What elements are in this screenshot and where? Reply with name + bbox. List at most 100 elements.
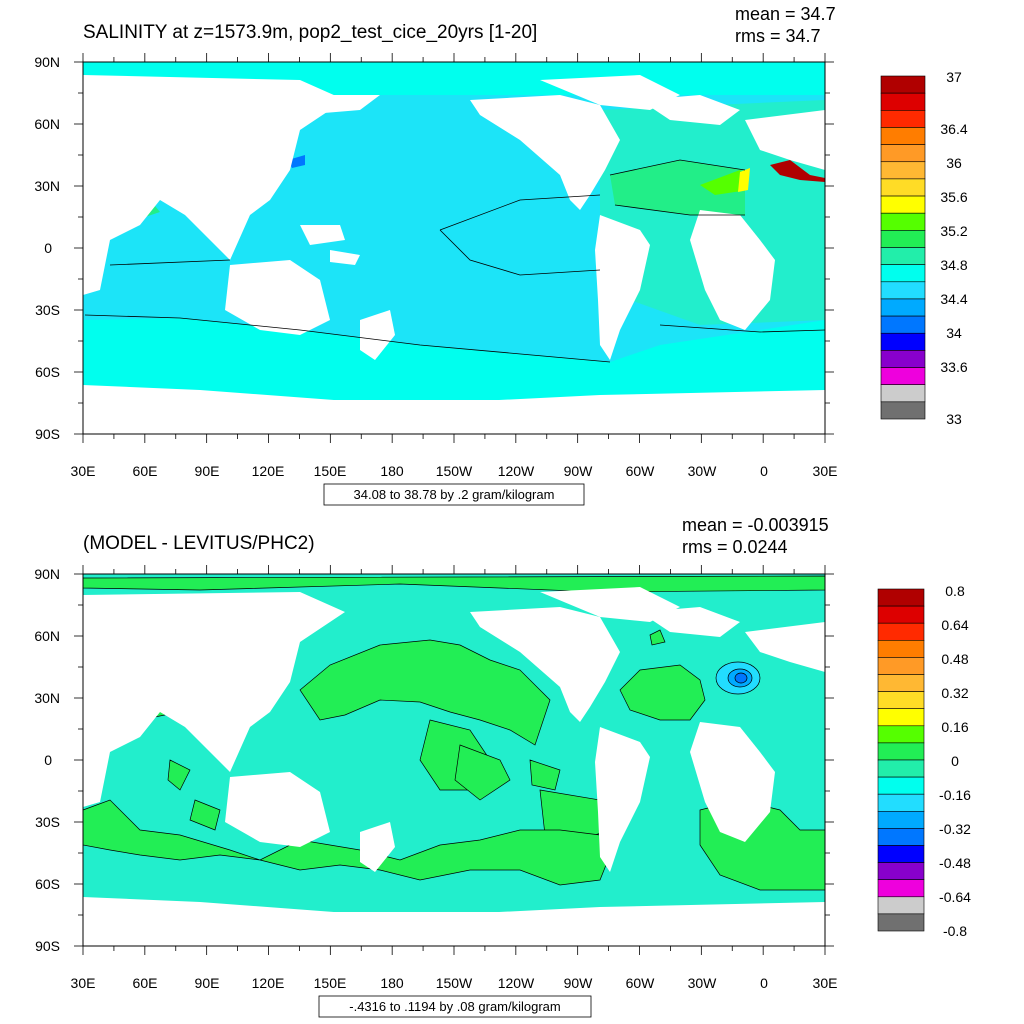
bottom-negative-anomaly <box>715 661 761 695</box>
colorbar-swatch <box>877 674 925 692</box>
top-lon-label: 150W <box>436 463 473 479</box>
top-lon-label: 180 <box>380 463 404 479</box>
top-colorbar-label: 34.8 <box>940 257 967 273</box>
top-lat-label: 60S <box>35 364 60 380</box>
colorbar-swatch <box>880 247 926 265</box>
top-colorbar-label: 37 <box>946 69 962 85</box>
top-map <box>82 61 826 435</box>
top-lat-label: 0 <box>44 240 52 256</box>
top-colorbar-label: 33.6 <box>940 359 967 375</box>
top-contour-info-text: 34.08 to 38.78 by .2 gram/kilogram <box>354 487 555 502</box>
colorbar-swatch <box>877 879 925 898</box>
colorbar-swatch <box>877 759 925 778</box>
colorbar-swatch <box>880 127 926 145</box>
colorbar-swatch <box>880 401 926 420</box>
bottom-contour-info-text: -.4316 to .1194 by .08 gram/kilogram <box>349 999 561 1014</box>
top-lon-label: 30W <box>688 463 718 479</box>
bottom-lon-label: 90W <box>564 975 594 991</box>
colorbar-swatch <box>877 657 925 675</box>
bottom-lon-axis: 30E 60E 90E 120E 150E 180 150W 120W 90W … <box>71 975 838 991</box>
bottom-contour-info: -.4316 to .1194 by .08 gram/kilogram <box>318 995 592 1018</box>
bottom-lon-label: 150E <box>314 975 347 991</box>
bottom-colorbar-label: 0.32 <box>941 685 968 701</box>
colorbar-swatch <box>877 639 925 658</box>
colorbar-swatch <box>880 367 926 385</box>
bottom-lon-label: 90E <box>195 975 220 991</box>
colorbar-swatch <box>880 75 926 94</box>
bottom-lon-label: 120W <box>498 975 535 991</box>
top-lon-label: 0 <box>760 463 768 479</box>
top-colorbar-label: 36.4 <box>940 121 967 137</box>
top-lat-label: 60N <box>34 116 60 132</box>
colorbar-swatch <box>880 384 926 403</box>
top-land <box>83 75 825 434</box>
colorbar-swatch <box>877 793 925 812</box>
colorbar-swatch <box>877 588 925 607</box>
colorbar-swatch <box>880 195 926 214</box>
colorbar-swatch <box>880 230 926 248</box>
bottom-panel: (MODEL - LEVITUS/PHC2) mean = -0.003915 … <box>34 515 971 1018</box>
bottom-lat-label: 30S <box>35 814 60 830</box>
top-southern-region <box>83 318 825 400</box>
bottom-colorbar <box>877 588 925 932</box>
top-colorbar-label: 36 <box>946 155 962 171</box>
colorbar-swatch <box>877 725 925 744</box>
bottom-lat-label: 60S <box>35 876 60 892</box>
top-colorbar-label: 34.4 <box>940 291 967 307</box>
top-lon-label: 30E <box>71 463 96 479</box>
colorbar-swatch <box>880 161 926 180</box>
colorbar-swatch <box>880 281 926 300</box>
top-lon-label: 60W <box>626 463 656 479</box>
colorbar-swatch <box>880 178 926 197</box>
top-lat-label: 90S <box>35 426 60 442</box>
colorbar-swatch <box>880 92 926 111</box>
colorbar-swatch <box>877 845 925 863</box>
colorbar-swatch <box>880 350 926 368</box>
bottom-mean: mean = -0.003915 <box>682 515 829 535</box>
top-colorbar-label: 33 <box>946 411 962 427</box>
bottom-lat-label: 90N <box>34 566 60 582</box>
top-mediterranean-outflow <box>700 170 748 195</box>
top-lon-axis: 30E 60E 90E 120E 150E 180 150W 120W 90W … <box>71 463 838 479</box>
top-axis-ticks <box>74 53 834 443</box>
colorbar-swatch <box>880 264 926 283</box>
bottom-lon-label: 120E <box>252 975 285 991</box>
colorbar-swatch <box>877 691 925 709</box>
colorbar-swatch <box>877 913 925 932</box>
bottom-lon-label: 60E <box>133 975 158 991</box>
top-lon-label: 120W <box>498 463 535 479</box>
colorbar-swatch <box>880 110 926 128</box>
bottom-colorbar-label: 0.64 <box>941 617 968 633</box>
top-contour-info: 34.08 to 38.78 by .2 gram/kilogram <box>323 483 585 506</box>
bottom-lat-label: 30N <box>34 690 60 706</box>
top-contours <box>84 159 826 363</box>
top-colorbar-label: 34 <box>946 325 962 341</box>
colorbar-swatch <box>877 810 925 829</box>
top-mediterranean-sea <box>770 160 825 182</box>
top-mean: mean = 34.7 <box>735 4 836 24</box>
bottom-lon-label: 0 <box>760 975 768 991</box>
colorbar-swatch <box>877 896 925 915</box>
top-lat-label: 30S <box>35 302 60 318</box>
bottom-lon-label: 60W <box>626 975 656 991</box>
colorbar-swatch <box>877 828 925 846</box>
bottom-colorbar-label: -0.48 <box>939 855 971 871</box>
bottom-colorbar-label: -0.8 <box>943 923 967 939</box>
top-lon-label: 30E <box>813 463 838 479</box>
colorbar-swatch <box>877 622 925 641</box>
top-colorbar-labels: 37 36.4 36 35.6 35.2 34.8 34.4 34 33.6 3… <box>940 69 967 427</box>
colorbar-swatch <box>877 708 925 727</box>
top-rms: rms = 34.7 <box>735 26 821 46</box>
colorbar-swatch <box>877 742 925 761</box>
bottom-colorbar-labels: 0.8 0.64 0.48 0.32 0.16 0 -0.16 -0.32 -0… <box>939 583 971 939</box>
top-lon-label: 90E <box>195 463 220 479</box>
bottom-colorbar-label: 0.48 <box>941 651 968 667</box>
top-north-atlantic-warm <box>610 160 745 215</box>
colorbar-swatch <box>877 862 925 880</box>
top-colorbar <box>880 75 926 420</box>
bottom-lat-label: 60N <box>34 628 60 644</box>
top-lon-label: 150E <box>314 463 347 479</box>
colorbar-swatch <box>880 144 926 163</box>
bottom-lon-label: 30W <box>688 975 718 991</box>
